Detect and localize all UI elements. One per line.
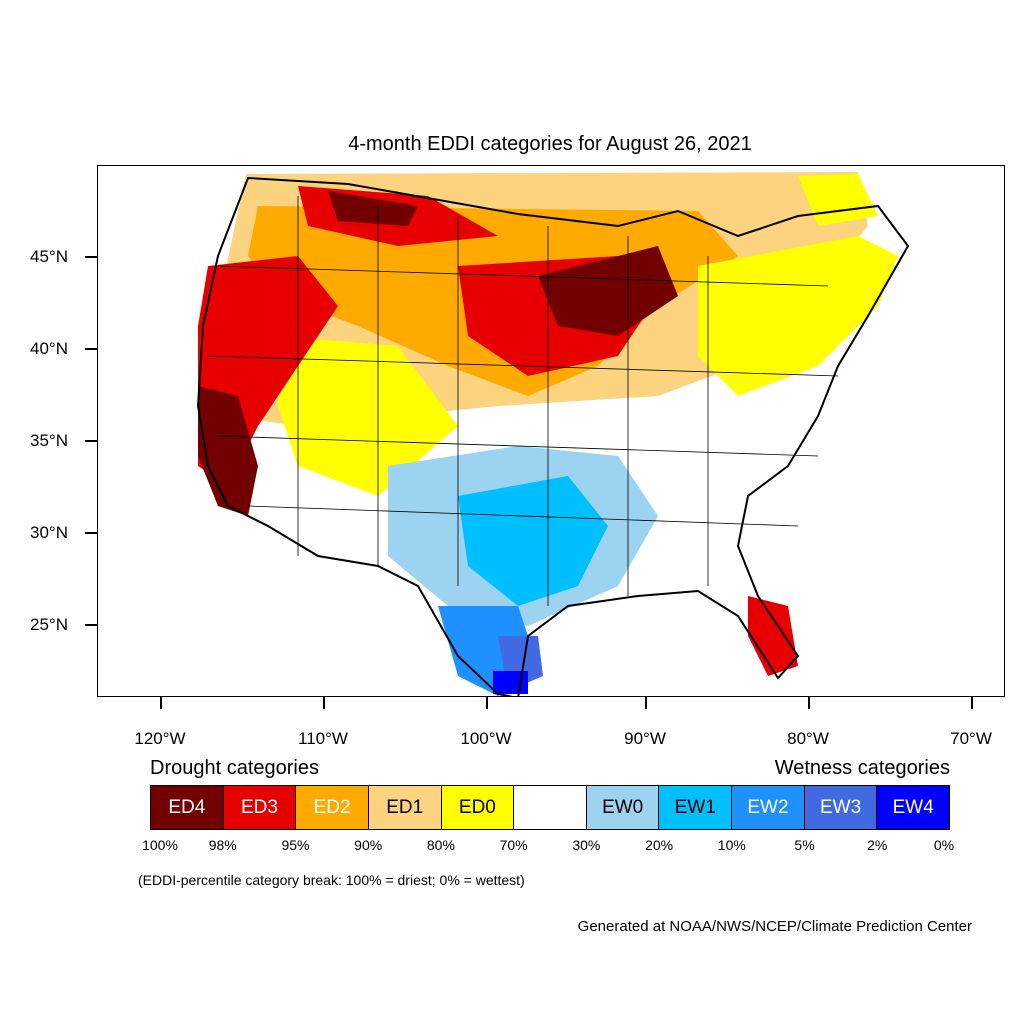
lat-label-35: 35°N [30,431,68,450]
lon-tick [486,697,488,709]
lat-tick [85,624,97,626]
lat-tick [85,532,97,534]
region-ed4-plains [538,246,678,336]
lat-tick [85,440,97,442]
region-ed0-west [278,336,458,496]
break-label: 70% [499,837,528,853]
region-ed3-florida [748,596,798,676]
swatch-ed1: ED1 [368,786,442,829]
break-label: 2% [867,837,888,853]
category-colorbar: ED4 ED3 ED2 ED1 ED0 EW0 EW1 EW2 EW3 EW4 [150,785,950,830]
swatch-ew4: EW4 [877,786,950,829]
swatch-ed4: ED4 [151,786,224,829]
swatch-ew0: EW0 [586,786,660,829]
map-title: 4-month EDDI categories for August 26, 2… [348,133,752,155]
break-label: 5% [794,837,815,853]
break-label: 0% [933,837,955,853]
lon-label-90: 90°W [624,729,666,748]
category-note: (EDDI-percentile category break: 100% = … [138,872,525,888]
lat-label-45: 45°N [30,247,68,266]
state-boundaries [207,196,839,606]
drought-heading: Drought categories [150,757,319,779]
region-ed4-north [328,191,418,226]
break-label: 95% [281,837,310,853]
lon-label-70: 70°W [950,729,992,748]
lat-tick [85,348,97,350]
region-ed4-west [198,386,258,516]
lon-label-80: 80°W [787,729,829,748]
eddi-map [97,165,1005,697]
swatch-ed0: ED0 [441,786,515,829]
lon-tick [323,697,325,709]
break-label: 98% [208,837,237,853]
swatch-ew3: EW3 [804,786,878,829]
credit-line: Generated at NOAA/NWS/NCEP/Climate Predi… [577,918,972,935]
lon-tick [645,697,647,709]
lat-label-30: 30°N [30,523,68,542]
eddi-map-graphic [196,172,910,696]
swatch-ew1: EW1 [659,786,733,829]
lat-label-25: 25°N [30,615,68,634]
break-label: 100% [142,837,178,853]
break-label: 90% [354,837,383,853]
lat-tick [85,256,97,258]
swatch-neutral [514,786,587,829]
break-label: 30% [572,837,601,853]
conus-outline [196,176,910,696]
lon-tick [160,697,162,709]
lat-label-40: 40°N [30,339,68,358]
swatch-ed2: ED2 [296,786,369,829]
lon-label-100: 100°W [460,729,512,748]
region-ed0-east [698,236,898,396]
region-ew1 [458,476,608,606]
lon-label-120: 120°W [134,729,186,748]
lon-tick [808,697,810,709]
break-label: 20% [645,837,674,853]
break-label: 10% [717,837,746,853]
category-regions [198,172,898,696]
swatch-ew2: EW2 [732,786,805,829]
lon-label-110: 110°W [298,729,348,748]
lon-tick [971,697,973,709]
break-label: 80% [426,837,455,853]
swatch-ed3: ED3 [223,786,297,829]
wetness-heading: Wetness categories [774,757,950,779]
